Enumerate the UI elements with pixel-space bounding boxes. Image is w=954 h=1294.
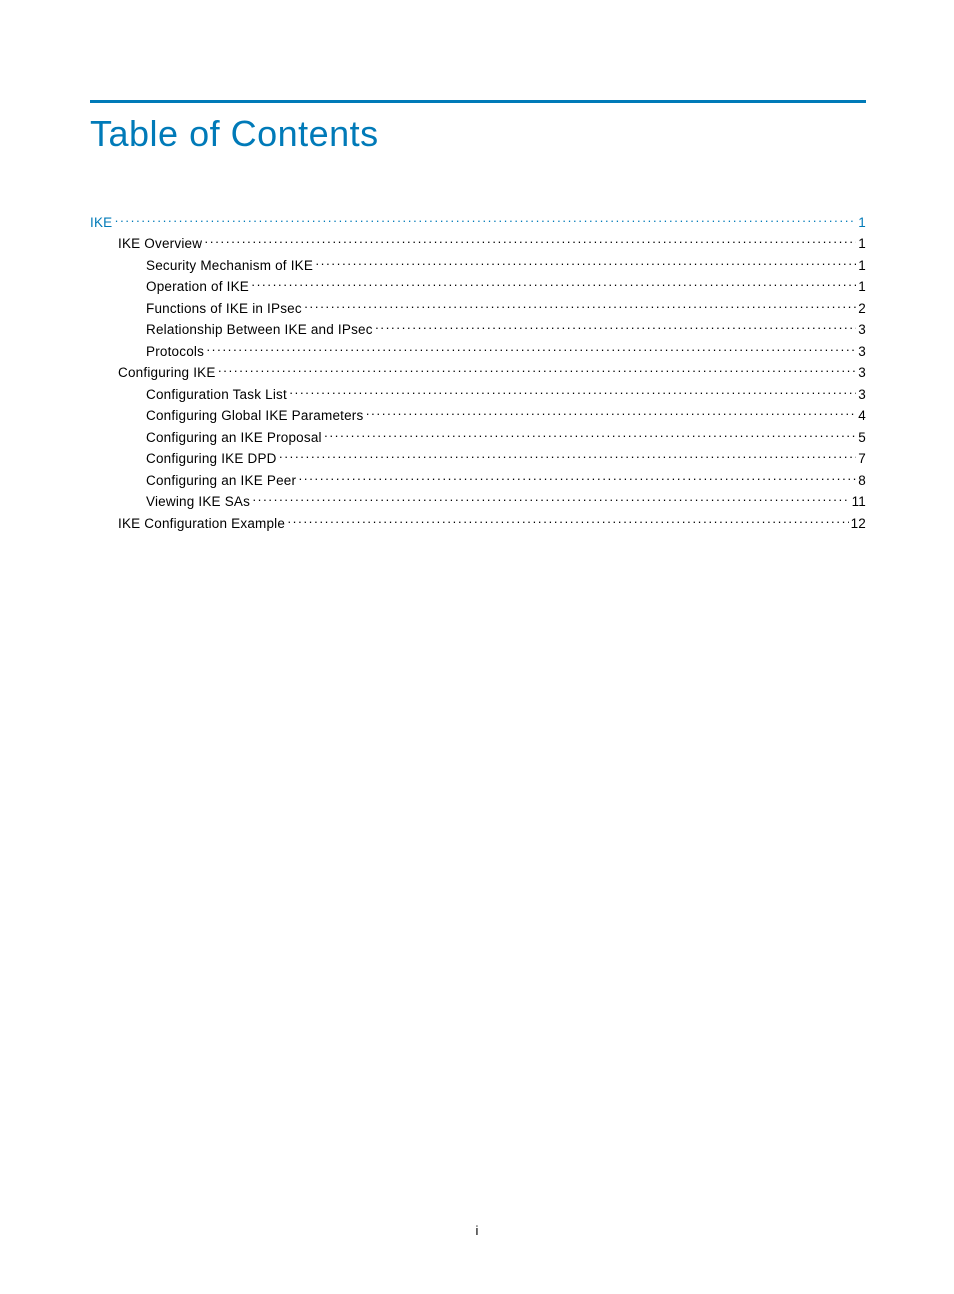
toc-leader xyxy=(289,385,856,399)
toc-entry-label: Relationship Between IKE and IPsec xyxy=(146,323,373,337)
toc-leader xyxy=(365,407,856,421)
toc-entry-page: 2 xyxy=(858,302,866,316)
toc-leader xyxy=(304,299,856,313)
toc-entry: Operation of IKE 1 xyxy=(90,278,866,294)
toc-entry-label: Configuring IKE xyxy=(118,366,216,380)
toc-entry-page: 8 xyxy=(858,474,866,488)
toc-entry-page: 4 xyxy=(858,409,866,423)
toc-entry-page: 3 xyxy=(858,323,866,337)
toc-entry: Configuring an IKE Proposal 5 xyxy=(90,428,866,444)
toc-leader xyxy=(204,235,856,249)
toc-entry-label: Configuring an IKE Proposal xyxy=(146,431,322,445)
toc-entry-page: 3 xyxy=(858,388,866,402)
toc-entry: Functions of IKE in IPsec 2 xyxy=(90,299,866,315)
toc-leader xyxy=(315,256,856,270)
toc-leader xyxy=(251,278,856,292)
toc-entry-page: 1 xyxy=(858,237,866,251)
toc-entry: IKE Configuration Example 12 xyxy=(90,514,866,530)
toc-entry-label: Configuration Task List xyxy=(146,388,287,402)
toc-entry-label: Configuring an IKE Peer xyxy=(146,474,296,488)
toc-entry-page: 11 xyxy=(852,495,866,509)
toc-entry-label: Functions of IKE in IPsec xyxy=(146,302,302,316)
toc-entry-label: Security Mechanism of IKE xyxy=(146,259,313,273)
document-page: Table of Contents IKE1IKE Overview1Secur… xyxy=(0,0,954,1294)
toc-entry-label: IKE Overview xyxy=(118,237,202,251)
toc-leader xyxy=(206,342,856,356)
toc-leader xyxy=(287,514,848,528)
toc-entry: IKE Overview 1 xyxy=(90,235,866,251)
toc-entry: Relationship Between IKE and IPsec 3 xyxy=(90,321,866,337)
toc-entry: Configuring Global IKE Parameters 4 xyxy=(90,407,866,423)
toc-entry-label: IKE Configuration Example xyxy=(118,517,285,531)
toc-leader xyxy=(218,364,857,378)
toc-entry-page: 5 xyxy=(858,431,866,445)
toc-leader xyxy=(324,428,857,442)
toc-leader xyxy=(279,450,857,464)
table-of-contents: IKE1IKE Overview1Security Mechanism of I… xyxy=(90,213,866,530)
toc-entry: Configuring IKE DPD 7 xyxy=(90,450,866,466)
toc-leader xyxy=(298,471,856,485)
toc-entry-label: Viewing IKE SAs xyxy=(146,495,250,509)
toc-entry-label[interactable]: IKE xyxy=(90,216,112,230)
toc-entry: Protocols 3 xyxy=(90,342,866,358)
toc-entry-label: Configuring IKE DPD xyxy=(146,452,277,466)
toc-entry-page: 1 xyxy=(858,259,866,273)
toc-entry: Viewing IKE SAs 11 xyxy=(90,493,866,509)
toc-entry[interactable]: IKE 1 xyxy=(90,213,866,229)
toc-leader xyxy=(375,321,857,335)
page-number: i xyxy=(0,1223,954,1238)
header-rule xyxy=(90,100,866,103)
toc-entry: Configuration Task List 3 xyxy=(90,385,866,401)
toc-entry: Configuring IKE 3 xyxy=(90,364,866,380)
toc-entry-page: 12 xyxy=(851,517,866,531)
toc-leader xyxy=(114,213,856,227)
toc-entry: Configuring an IKE Peer 8 xyxy=(90,471,866,487)
toc-entry-page: 1 xyxy=(858,216,866,230)
toc-entry: Security Mechanism of IKE 1 xyxy=(90,256,866,272)
toc-entry-label: Protocols xyxy=(146,345,204,359)
toc-entry-label: Operation of IKE xyxy=(146,280,249,294)
toc-entry-page: 7 xyxy=(858,452,866,466)
toc-entry-page: 1 xyxy=(858,280,866,294)
toc-entry-label: Configuring Global IKE Parameters xyxy=(146,409,363,423)
toc-entry-page: 3 xyxy=(858,366,866,380)
toc-leader xyxy=(252,493,850,507)
toc-entry-page: 3 xyxy=(858,345,866,359)
page-title: Table of Contents xyxy=(90,113,866,155)
